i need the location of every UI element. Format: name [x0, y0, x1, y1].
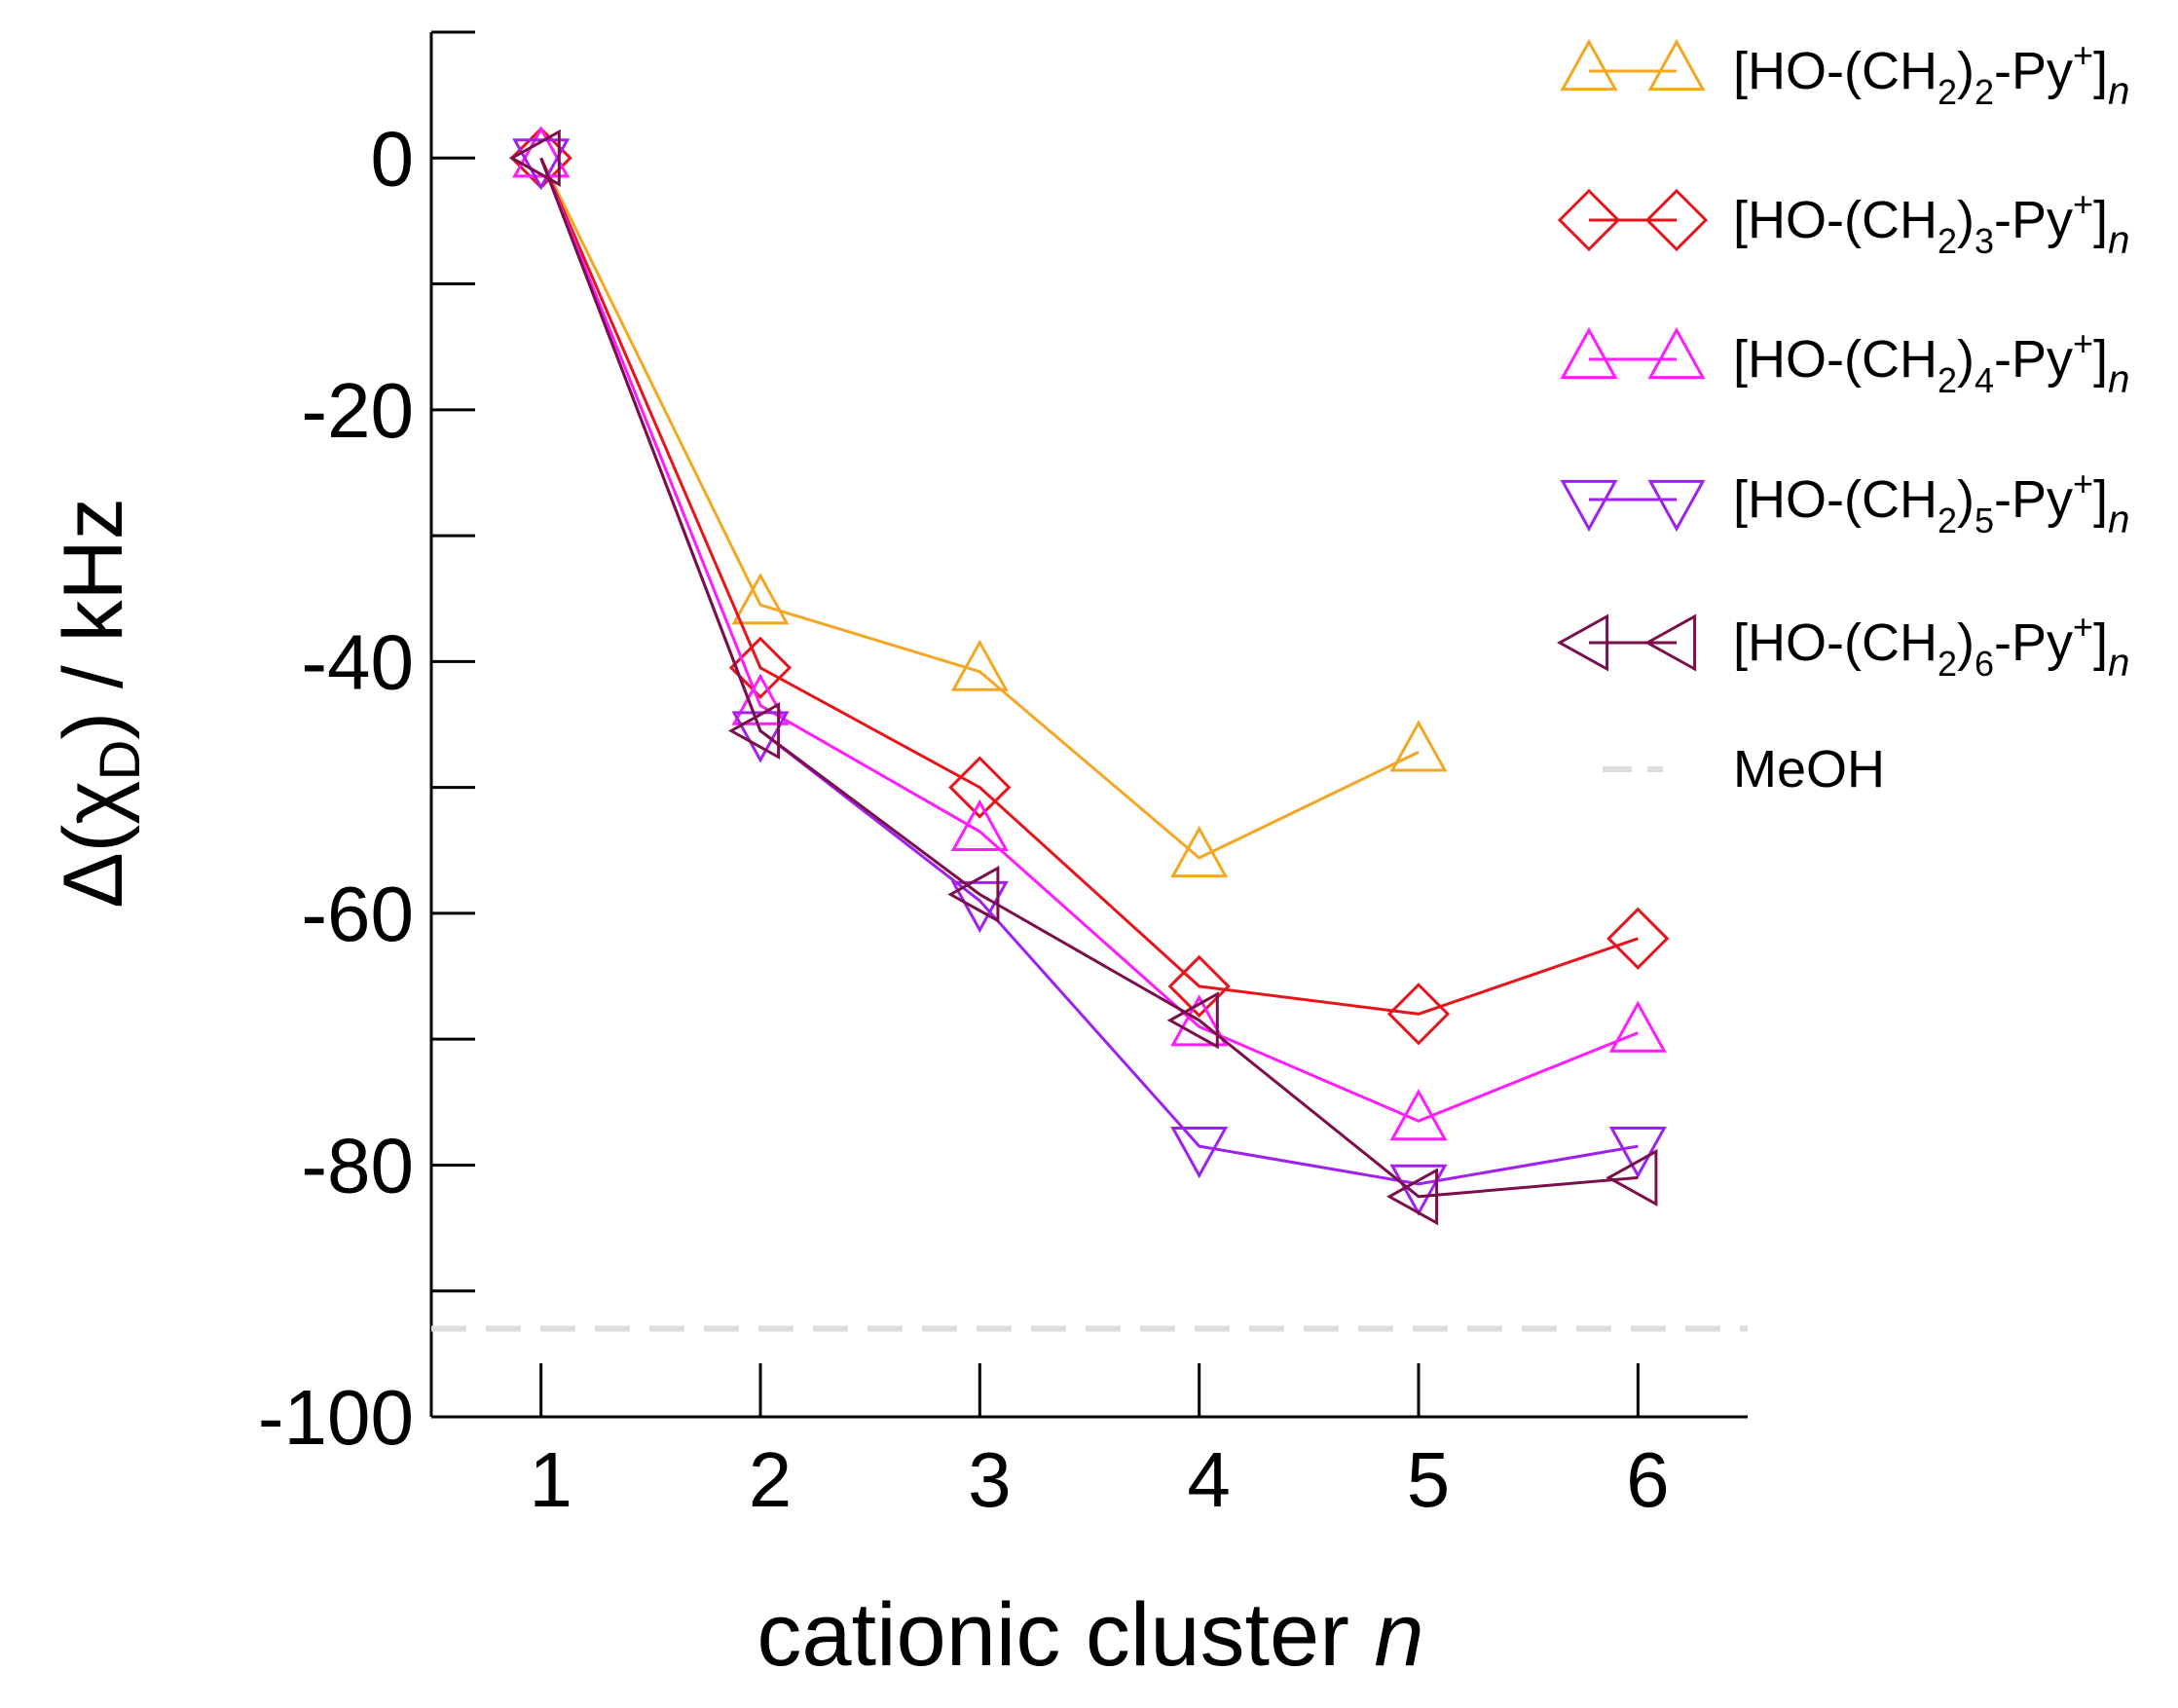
data-point: [948, 756, 1012, 819]
legend-marker: [1647, 38, 1706, 92]
data-point: [731, 573, 790, 625]
data-point: [1389, 1089, 1448, 1141]
legend-entry-3: [HO-(CH2)4-Py+]n: [1560, 323, 2129, 401]
legend-marker: [1560, 38, 1618, 92]
legend-label: [HO-(CH2)2-Py+]n: [1733, 35, 2129, 113]
data-point: [1608, 1000, 1667, 1053]
legend-label: [HO-(CH2)4-Py+]n: [1733, 323, 2129, 401]
series-line: [539, 157, 1420, 860]
series-5: [508, 129, 1658, 1226]
legend-marker: [1557, 188, 1621, 252]
y-tick-label: -20: [301, 367, 414, 454]
x-axis-label: cationic cluster n: [757, 1585, 1423, 1685]
legend-label: MeOH: [1733, 740, 1885, 798]
y-tick-label: -100: [258, 1374, 414, 1461]
data-point: [1385, 1168, 1439, 1226]
legend-label: [HO-(CH2)6-Py+]n: [1733, 607, 2129, 685]
data-point: [1166, 991, 1219, 1050]
x-tick-label: 5: [1407, 1436, 1451, 1523]
data-point: [1170, 825, 1229, 878]
legend-entry-4: [HO-(CH2)5-Py+]n: [1560, 464, 2129, 541]
series-4: [512, 138, 1667, 1216]
legend-marker: [1643, 613, 1697, 672]
data-point: [727, 701, 781, 761]
data-point: [512, 138, 571, 191]
series-line: [539, 157, 1639, 1199]
series-line: [539, 157, 1639, 1016]
data-point: [508, 129, 561, 187]
y-tick-label: 0: [371, 115, 415, 202]
data-series: [508, 126, 1670, 1226]
axes-frame: [429, 32, 1748, 1419]
x-axis-ticks: 1 2 3 4 5 6: [529, 1363, 1670, 1523]
y-tick-label: -60: [301, 871, 414, 957]
legend-marker: [1644, 188, 1709, 252]
legend-label: [HO-(CH2)5-Py+]n: [1733, 464, 2129, 541]
data-point: [1606, 907, 1670, 970]
legend-label: [HO-(CH2)3-Py+]n: [1733, 184, 2129, 262]
series-line: [539, 157, 1639, 1123]
data-point: [1606, 1148, 1658, 1207]
data-point: [1389, 1164, 1448, 1216]
data-point: [950, 798, 1009, 851]
y-axis-label: Δ(χD) / kHz: [47, 498, 152, 909]
legend-marker: [1556, 613, 1609, 672]
series-3: [512, 126, 1667, 1141]
data-point: [731, 711, 790, 763]
series-2: [509, 127, 1670, 1046]
x-tick-label: 2: [749, 1436, 793, 1523]
legend-marker: [1647, 479, 1706, 533]
legend-entry-5: [HO-(CH2)6-Py+]n: [1556, 607, 2129, 685]
data-point: [1386, 983, 1451, 1046]
legend-entry-1: [HO-(CH2)2-Py+]n: [1560, 35, 2129, 113]
data-point: [947, 865, 1000, 924]
legend-marker: [1560, 326, 1618, 380]
legend-entry-2: [HO-(CH2)3-Py+]n: [1557, 184, 2129, 262]
x-tick-label: 3: [968, 1436, 1012, 1523]
series-1: [512, 126, 1448, 878]
data-point: [1170, 1127, 1229, 1179]
data-point: [950, 880, 1009, 934]
data-point: [1389, 720, 1448, 772]
legend-marker: [1647, 326, 1706, 380]
data-point: [1170, 994, 1229, 1047]
series-line: [539, 157, 1639, 1186]
data-point: [512, 126, 571, 178]
x-tick-label: 6: [1626, 1436, 1670, 1523]
y-tick-label: -80: [301, 1122, 414, 1208]
legend-entry-meoh: MeOH: [1603, 740, 1885, 798]
x-tick-label: 1: [529, 1436, 572, 1523]
data-point: [1608, 1127, 1667, 1179]
legend-marker: [1560, 479, 1618, 533]
y-tick-label: -40: [301, 618, 414, 705]
legend: [HO-(CH2)2-Py+]n [HO-(CH2)3-Py+]n [HO-(CH2…: [1556, 35, 2129, 798]
data-point: [950, 639, 1009, 691]
x-tick-label: 4: [1187, 1436, 1231, 1523]
data-point: [1167, 954, 1231, 1019]
y-axis-ticks: 0 -20 -40 -60 -80 -100: [258, 30, 475, 1461]
